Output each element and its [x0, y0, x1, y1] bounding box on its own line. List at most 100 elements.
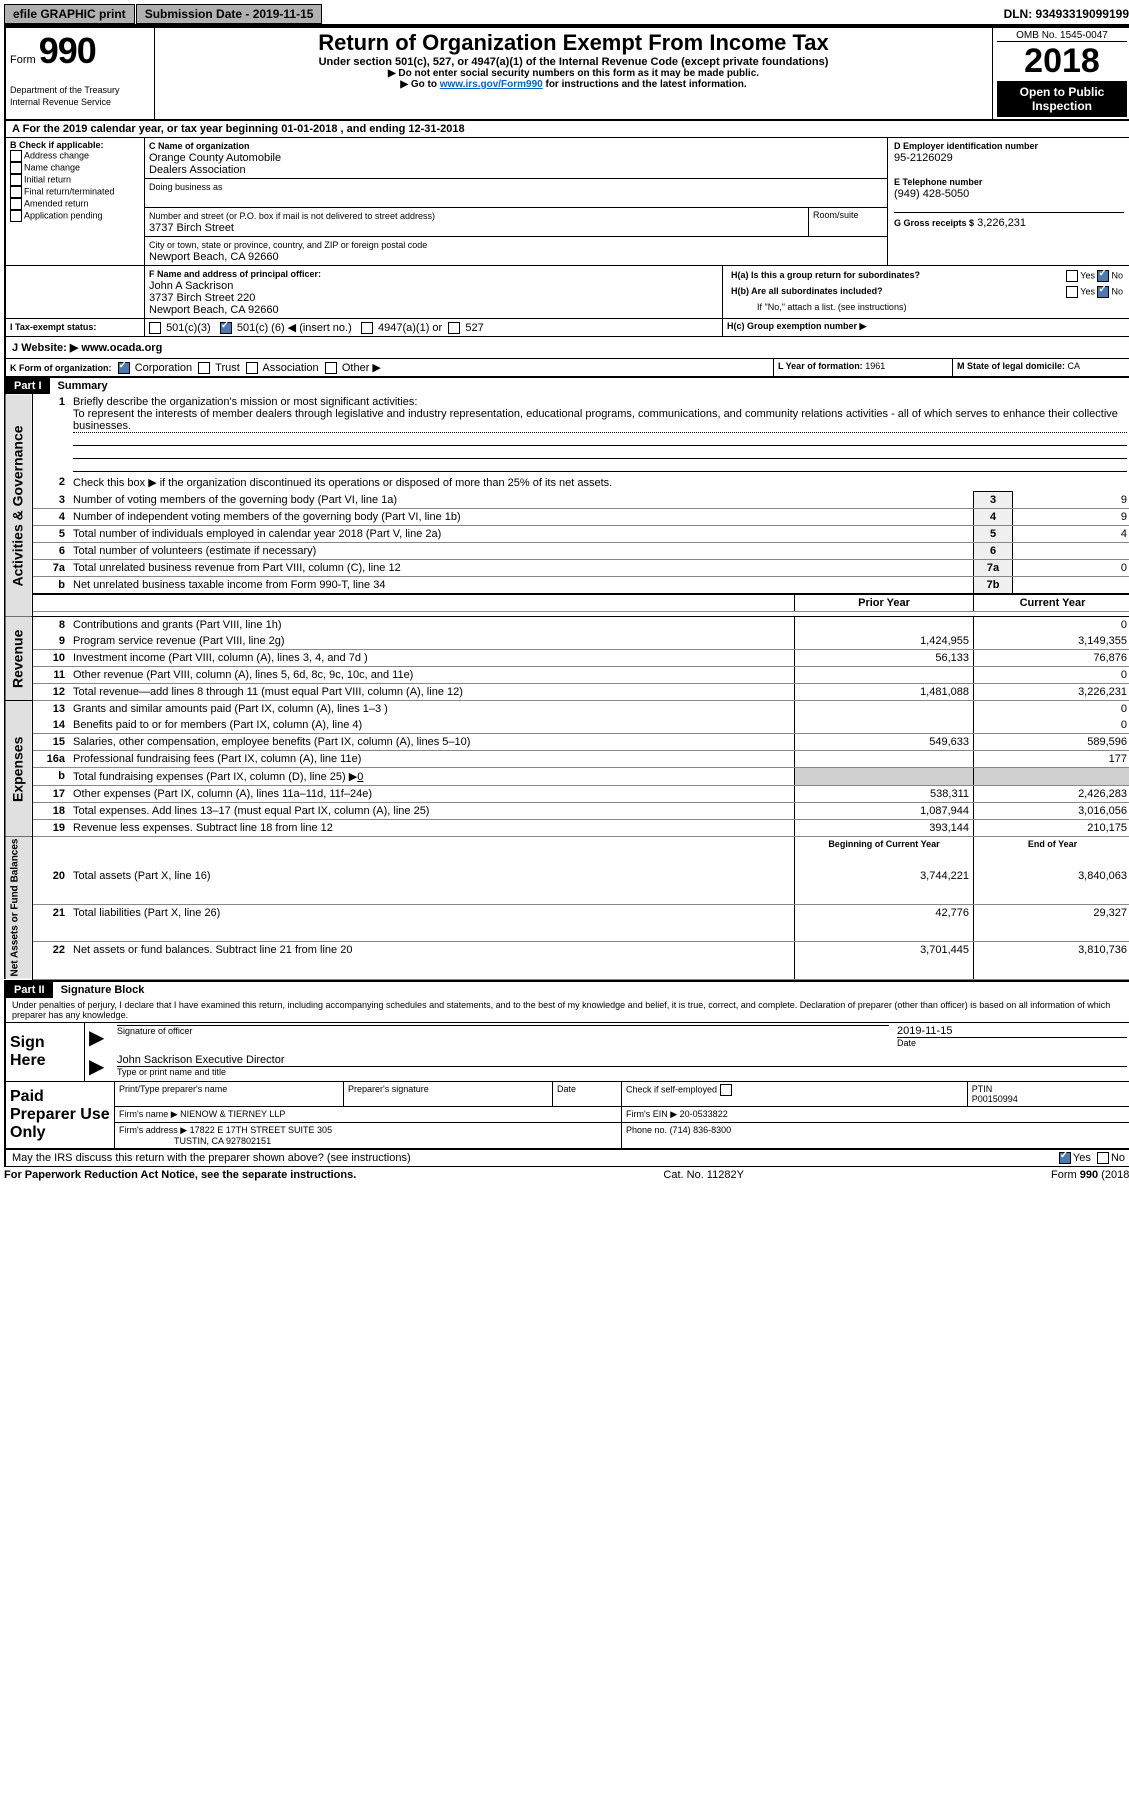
check-final-return[interactable] [10, 186, 22, 198]
part1-body: Activities & Governance 1 Briefly descri… [4, 394, 1129, 980]
firm-addr2: TUSTIN, CA 927802151 [174, 1136, 271, 1146]
officer-block: F Name and address of principal officer:… [4, 265, 1129, 318]
l16b: Total fundraising expenses (Part IX, col… [69, 768, 795, 786]
firm-name-label: Firm's name ▶ [119, 1109, 178, 1119]
officer-value: John Sackrison Executive Director [117, 1054, 1127, 1067]
year-formation: 1961 [865, 361, 885, 371]
cat-no: Cat. No. 11282Y [663, 1169, 744, 1181]
ein-value: 95-2126029 [894, 152, 953, 164]
check-corp[interactable] [118, 362, 130, 374]
jurat-text: Under penalties of perjury, I declare th… [4, 998, 1129, 1022]
hdr-prior: Prior Year [795, 594, 974, 612]
form-number: 990 [39, 30, 96, 71]
phone-value: (949) 428-5050 [894, 188, 969, 200]
domicile-state: CA [1068, 361, 1081, 371]
website-value: www.ocada.org [81, 342, 162, 354]
dept-label: Department of the Treasury [10, 85, 120, 95]
l3-label: Number of voting members of the governin… [69, 492, 974, 509]
room-label: Room/suite [809, 208, 888, 237]
check-name-change[interactable] [10, 162, 22, 174]
check-pending[interactable] [10, 210, 22, 222]
street-label: Number and street (or P.O. box if mail i… [149, 211, 435, 221]
l2-text: Check this box ▶ if the organization dis… [69, 474, 1129, 492]
klm-block: K Form of organization: Corporation Trus… [4, 358, 1129, 378]
sig-date-value: 2019-11-15 [897, 1025, 1127, 1038]
vhdr-netassets: Net Assets or Fund Balances [5, 837, 33, 980]
officer-addr2: Newport Beach, CA 92660 [149, 304, 279, 316]
l1-text: To represent the interests of member dea… [73, 408, 1127, 433]
prep-sig-label: Preparer's signature [344, 1081, 553, 1106]
firm-name: NIENOW & TIERNEY LLP [180, 1109, 285, 1119]
hdr-end: End of Year [974, 837, 1129, 869]
hb-note: If "No," attach a list. (see instruction… [727, 300, 1127, 314]
street-value: 3737 Birch Street [149, 222, 234, 234]
prep-name-label: Print/Type preparer's name [115, 1081, 344, 1106]
website-row: J Website: ▶ www.ocada.org [4, 336, 1129, 358]
submission-button[interactable]: Submission Date - 2019-11-15 [136, 4, 323, 24]
box-m-label: M State of legal domicile: [957, 361, 1065, 371]
box-d-label: D Employer identification number [894, 141, 1038, 151]
gross-receipts: 3,226,231 [977, 217, 1026, 229]
efile-button[interactable]: efile GRAPHIC print [4, 4, 135, 24]
box-l-label: L Year of formation: [778, 361, 863, 371]
ptin-label: PTIN [972, 1084, 993, 1094]
ha-no[interactable] [1097, 270, 1109, 282]
taxexempt-block: I Tax-exempt status: 501(c)(3) 501(c) (6… [4, 318, 1129, 336]
ptin-value: P00150994 [972, 1094, 1018, 1104]
ha-label: H(a) Is this a group return for subordin… [731, 270, 920, 280]
hb-label: H(b) Are all subordinates included? [731, 286, 883, 296]
sign-here-label: Sign Here [5, 1022, 85, 1081]
firm-addr-label: Firm's address ▶ [119, 1125, 187, 1135]
hc-label: H(c) Group exemption number ▶ [723, 319, 1129, 337]
hint-nosocial: ▶ Do not enter social security numbers o… [159, 68, 988, 79]
check-assoc[interactable] [246, 362, 258, 374]
pra-notice: For Paperwork Reduction Act Notice, see … [4, 1169, 356, 1181]
city-value: Newport Beach, CA 92660 [149, 251, 279, 263]
check-other[interactable] [325, 362, 337, 374]
check-trust[interactable] [198, 362, 210, 374]
discuss-yes[interactable] [1059, 1152, 1071, 1164]
paid-preparer-label: Paid Preparer Use Only [5, 1081, 115, 1149]
preparer-block: Paid Preparer Use Only Print/Type prepar… [4, 1081, 1129, 1150]
part2-banner: Part IISignature Block [4, 980, 1129, 998]
ha-yes[interactable] [1066, 270, 1078, 282]
box-e-label: E Telephone number [894, 177, 982, 187]
city-label: City or town, state or province, country… [149, 240, 427, 250]
l3-val: 9 [1013, 492, 1129, 509]
check-selfemployed[interactable] [720, 1084, 732, 1096]
check-4947[interactable] [361, 322, 373, 334]
box-g-label: G Gross receipts $ [894, 218, 974, 228]
form-ref: Form 990 (2018) [1051, 1169, 1129, 1181]
officer-name: John A Sackrison [149, 280, 233, 292]
irs-link[interactable]: www.irs.gov/Form990 [440, 79, 543, 90]
check-amended[interactable] [10, 198, 22, 210]
org-name-1: Orange County Automobile [149, 152, 281, 164]
form-header: Form 990 Department of the Treasury Inte… [4, 26, 1129, 121]
org-name-2: Dealers Association [149, 164, 246, 176]
vhdr-revenue: Revenue [5, 617, 33, 701]
hb-yes[interactable] [1066, 286, 1078, 298]
firm-ein: 20-0533822 [680, 1109, 728, 1119]
sig-date-label: Date [897, 1038, 1127, 1048]
hb-no[interactable] [1097, 286, 1109, 298]
check-501c[interactable] [220, 322, 232, 334]
box-k-label: K Form of organization: [10, 363, 112, 373]
firm-ein-label: Firm's EIN ▶ [626, 1109, 677, 1119]
check-address-change[interactable] [10, 150, 22, 162]
taxexempt-label: I Tax-exempt status: [10, 322, 96, 332]
sign-block: Sign Here ▶ Signature of officer 2019-11… [4, 1022, 1129, 1081]
box-f-label: F Name and address of principal officer: [149, 269, 321, 279]
officer-addr1: 3737 Birch Street 220 [149, 292, 255, 304]
check-initial-return[interactable] [10, 174, 22, 186]
part1-banner: Part ISummary [4, 378, 1129, 394]
prep-date-label: Date [553, 1081, 622, 1106]
vhdr-activities: Activities & Governance [5, 394, 33, 617]
irs-label: Internal Revenue Service [10, 97, 111, 107]
prep-phone-label: Phone no. [626, 1125, 667, 1135]
hdr-current: Current Year [974, 594, 1129, 612]
discuss-no[interactable] [1097, 1152, 1109, 1164]
check-501c3[interactable] [149, 322, 161, 334]
prep-check: Check if self-employed [622, 1081, 968, 1106]
check-527[interactable] [448, 322, 460, 334]
box-b-label: B Check if applicable: [10, 140, 104, 150]
